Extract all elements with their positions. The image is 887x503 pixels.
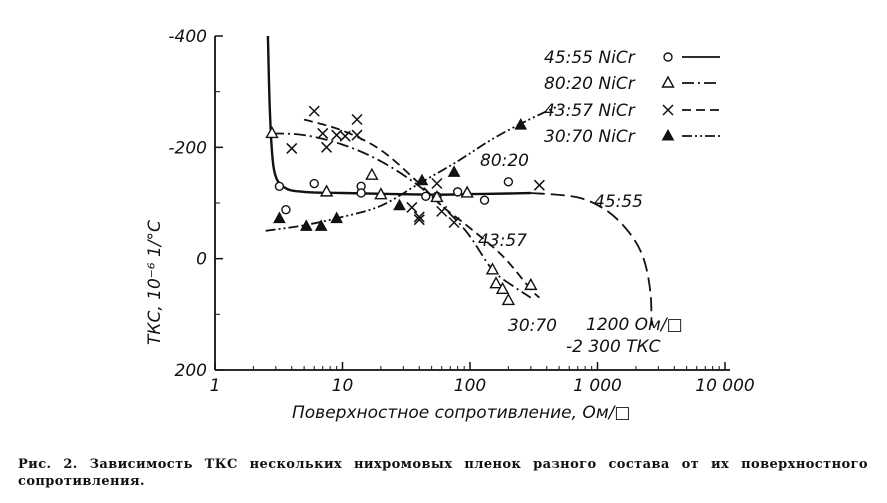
series-curve-2 bbox=[303, 118, 541, 299]
annotation-43-57: 43:57 bbox=[478, 231, 527, 251]
legend-marker-2 bbox=[662, 104, 674, 116]
x-axis-title: Поверхностное сопротивление, Ом/□ bbox=[292, 403, 630, 423]
annotation-1200-ohm: 1200 Ом/□ bbox=[586, 315, 683, 335]
data-point-series-1 bbox=[524, 277, 538, 291]
data-point-series-2 bbox=[351, 129, 363, 141]
data-point-series-0 bbox=[309, 178, 319, 189]
data-point-series-2 bbox=[286, 142, 298, 154]
axis-ticks: 1 10 100 1 000 10 000 -400 -200 0 200 bbox=[168, 27, 754, 396]
legend: 45:55 NiCr 80:20 NiCr 43:57 NiCr 30:70 NiCr bbox=[544, 48, 720, 147]
data-point-series-2 bbox=[436, 205, 448, 217]
data-point-series-3 bbox=[393, 198, 406, 211]
figure-caption: Рис. 2. Зависимость ТКС нескольких нихро… bbox=[18, 457, 868, 489]
data-point-series-2 bbox=[431, 177, 443, 190]
data-point-series-0 bbox=[452, 187, 463, 197]
chart-figure: 1 10 100 1 000 10 000 -400 -200 0 200 45:55 NiCr… bbox=[145, 27, 755, 423]
data-point-series-3 bbox=[447, 165, 461, 177]
data-point-series-3 bbox=[314, 219, 328, 231]
y-tick-label: 0 bbox=[196, 250, 207, 270]
data-point-series-0 bbox=[274, 181, 285, 192]
annotation-2300-tks: -2 300 ТКС bbox=[566, 337, 661, 357]
x-tick-label: 1 000 bbox=[573, 376, 622, 396]
data-point-series-1 bbox=[485, 262, 500, 275]
y-tick-label: -400 bbox=[168, 27, 207, 47]
legend-label-3: 30:70 NiCr bbox=[544, 127, 636, 147]
data-point-series-0 bbox=[421, 191, 431, 202]
data-point-series-2 bbox=[317, 127, 329, 139]
data-point-series-0 bbox=[281, 204, 291, 215]
data-point-series-1 bbox=[495, 281, 510, 294]
data-point-series-3 bbox=[299, 219, 313, 231]
data-point-series-1 bbox=[374, 187, 388, 200]
data-point-series-1 bbox=[501, 292, 516, 306]
data-point-series-2 bbox=[339, 130, 351, 142]
data-point-series-1 bbox=[265, 125, 279, 139]
data-point-series-2 bbox=[321, 141, 333, 153]
legend-label-2: 43:57 NiCr bbox=[544, 101, 636, 121]
legend-label-1: 80:20 NiCr bbox=[544, 74, 636, 94]
legend-marker-3 bbox=[661, 128, 675, 141]
data-point-series-3 bbox=[330, 211, 344, 224]
data-point-series-1 bbox=[365, 167, 379, 180]
annotation-45-55: 45:55 bbox=[594, 192, 643, 212]
y-tick-label: 200 bbox=[175, 361, 207, 381]
data-point-series-3 bbox=[415, 173, 429, 186]
data-point-series-0 bbox=[356, 188, 366, 198]
data-point-series-0 bbox=[479, 195, 490, 205]
data-point-series-1 bbox=[489, 276, 503, 289]
data-point-series-3 bbox=[514, 118, 528, 130]
annotations: 80:20 45:55 43:57 30:70 1200 Ом/□ -2 300… bbox=[478, 151, 683, 357]
series-markers bbox=[265, 105, 545, 306]
y-tick-label: -200 bbox=[168, 138, 207, 158]
data-point-series-1 bbox=[430, 189, 444, 203]
legend-marker-1 bbox=[661, 75, 675, 88]
data-point-series-2 bbox=[448, 216, 460, 229]
data-point-series-1 bbox=[319, 184, 334, 197]
data-point-series-1 bbox=[460, 185, 474, 198]
annotation-30-70: 30:70 bbox=[508, 316, 557, 336]
x-tick-label: 10 bbox=[332, 376, 354, 396]
legend-label-0: 45:55 NiCr bbox=[544, 48, 636, 68]
data-point-series-0 bbox=[503, 177, 514, 187]
data-point-series-3 bbox=[273, 211, 286, 224]
data-point-series-2 bbox=[406, 201, 418, 213]
legend-marker-0 bbox=[663, 52, 673, 62]
annotation-80-20: 80:20 bbox=[480, 151, 529, 171]
x-tick-label: 10 000 bbox=[695, 376, 754, 396]
data-point-series-2 bbox=[533, 179, 545, 191]
y-axis-title: ТКС, 10⁻⁶ 1/°С bbox=[145, 220, 165, 345]
data-point-series-2 bbox=[413, 211, 425, 223]
x-tick-label: 1 bbox=[210, 376, 221, 396]
series-curve-0 bbox=[266, 35, 531, 196]
data-point-series-2 bbox=[351, 113, 363, 126]
series-curve-4 bbox=[530, 192, 653, 326]
data-point-series-2 bbox=[413, 214, 425, 226]
data-point-series-2 bbox=[308, 105, 320, 117]
x-tick-label: 100 bbox=[454, 376, 486, 396]
